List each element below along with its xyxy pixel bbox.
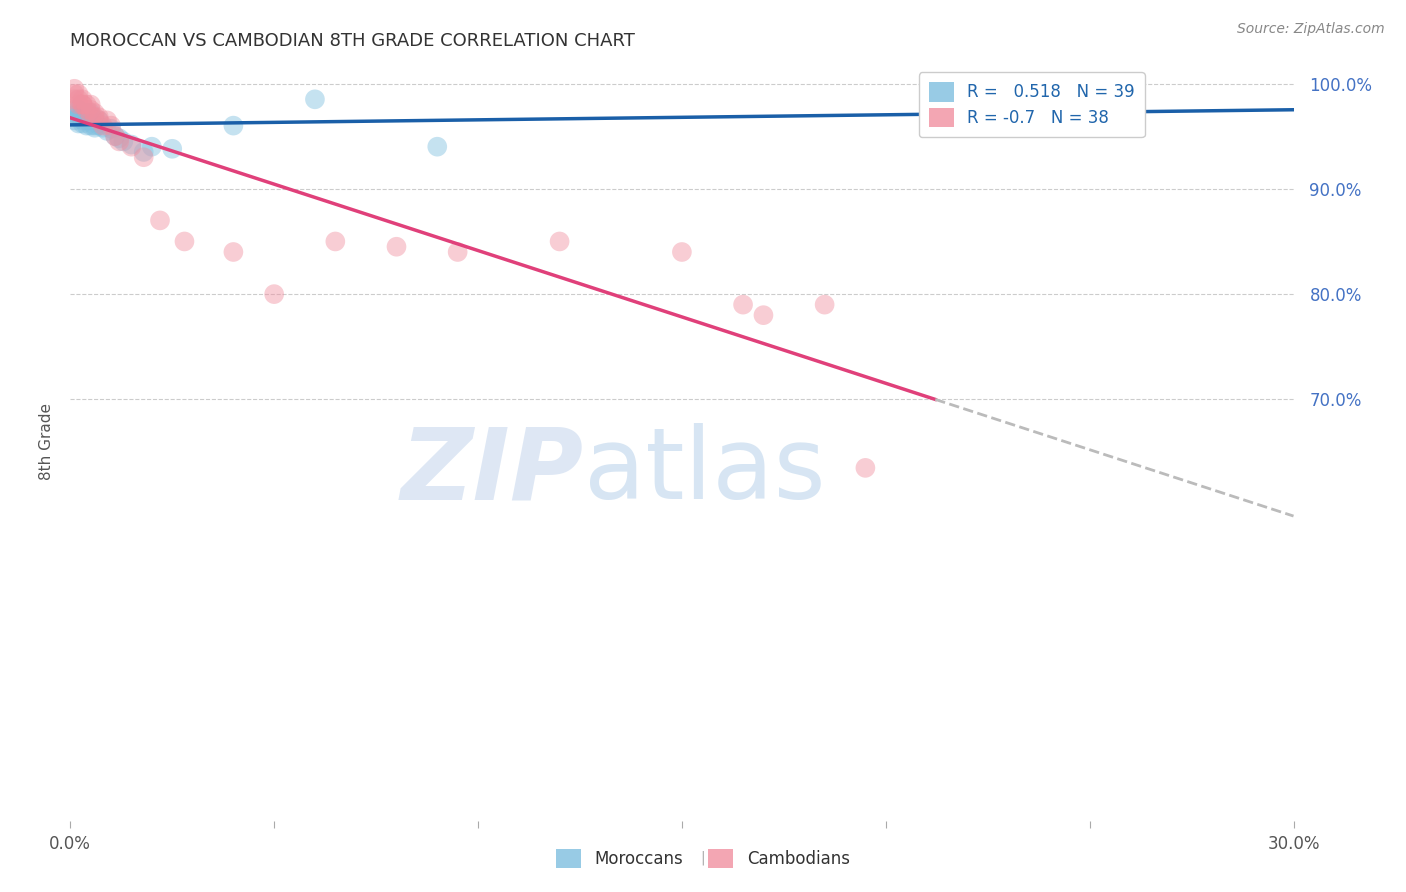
Point <box>83 120 105 135</box>
Point <box>79 97 103 112</box>
Point <box>83 119 105 133</box>
Point <box>385 240 408 254</box>
Point <box>63 108 86 122</box>
Point <box>121 139 143 153</box>
Point <box>426 139 449 153</box>
Point <box>63 82 86 96</box>
Point <box>112 135 135 149</box>
Text: MOROCCAN VS CAMBODIAN 8TH GRADE CORRELATION CHART: MOROCCAN VS CAMBODIAN 8TH GRADE CORRELAT… <box>70 32 636 50</box>
Point <box>63 103 86 117</box>
Point <box>108 131 131 145</box>
Point <box>447 244 470 259</box>
Point <box>72 97 94 112</box>
Point <box>76 106 98 120</box>
Point <box>83 106 105 120</box>
Point <box>149 213 172 227</box>
Point <box>79 108 103 122</box>
Point <box>67 92 90 106</box>
Text: |: | <box>700 851 706 865</box>
Point <box>91 119 114 133</box>
Point <box>67 103 90 117</box>
Point <box>108 135 131 149</box>
Point <box>162 142 183 156</box>
Point <box>671 244 693 259</box>
Legend: Moroccans, Cambodians: Moroccans, Cambodians <box>550 842 856 875</box>
Point <box>72 97 94 112</box>
Point <box>96 113 118 128</box>
Point <box>72 113 94 128</box>
Point <box>100 121 122 136</box>
Point <box>67 116 90 130</box>
Point <box>79 113 103 128</box>
Point <box>304 92 326 106</box>
Point <box>72 116 94 130</box>
Point <box>76 113 98 128</box>
Point <box>67 108 90 122</box>
Point <box>132 150 155 164</box>
Point <box>72 108 94 122</box>
Point <box>87 119 110 133</box>
Point <box>141 139 163 153</box>
Y-axis label: 8th Grade: 8th Grade <box>38 403 53 480</box>
Legend: R =   0.518   N = 39, R = -0.7   N = 38: R = 0.518 N = 39, R = -0.7 N = 38 <box>918 72 1144 137</box>
Point <box>76 119 98 133</box>
Point <box>121 137 143 152</box>
Point <box>67 97 90 112</box>
Point <box>173 235 195 249</box>
Point <box>67 110 90 124</box>
Point <box>76 103 98 117</box>
Point <box>100 119 122 133</box>
Point <box>87 113 110 128</box>
Point <box>104 129 127 144</box>
Point <box>87 113 110 128</box>
Point <box>132 145 155 159</box>
Point <box>104 129 127 144</box>
Point <box>63 113 86 128</box>
Point <box>79 103 103 117</box>
Point <box>72 106 94 120</box>
Text: Source: ZipAtlas.com: Source: ZipAtlas.com <box>1237 22 1385 37</box>
Point <box>222 244 245 259</box>
Point <box>79 106 103 120</box>
Point <box>79 110 103 124</box>
Point <box>63 92 86 106</box>
Text: ZIP: ZIP <box>401 424 583 520</box>
Point <box>813 298 835 312</box>
Point <box>263 287 285 301</box>
Point <box>76 110 98 124</box>
Point <box>752 308 775 322</box>
Point <box>222 119 245 133</box>
Point <box>323 235 347 249</box>
Point <box>1111 92 1133 106</box>
Point <box>79 119 103 133</box>
Point <box>548 235 571 249</box>
Point <box>72 108 94 122</box>
Point <box>96 124 118 138</box>
Point <box>91 120 114 135</box>
Point <box>83 110 105 124</box>
Text: atlas: atlas <box>583 424 825 520</box>
Point <box>67 87 90 101</box>
Point <box>733 298 755 312</box>
Point <box>83 113 105 128</box>
Point <box>72 92 94 106</box>
Point <box>855 461 877 475</box>
Point <box>63 87 86 101</box>
Point <box>76 97 98 112</box>
Point <box>87 110 110 124</box>
